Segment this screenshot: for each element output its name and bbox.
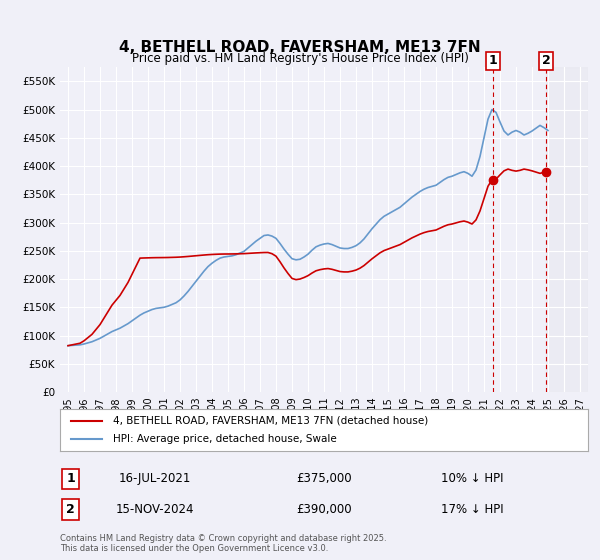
Text: 2: 2: [66, 503, 75, 516]
Text: 1: 1: [488, 54, 497, 67]
Text: Contains HM Land Registry data © Crown copyright and database right 2025.
This d: Contains HM Land Registry data © Crown c…: [60, 534, 386, 553]
Text: 16-JUL-2021: 16-JUL-2021: [119, 472, 191, 486]
Text: 2: 2: [542, 54, 550, 67]
Text: £375,000: £375,000: [296, 472, 352, 486]
Text: 17% ↓ HPI: 17% ↓ HPI: [440, 503, 503, 516]
Text: 10% ↓ HPI: 10% ↓ HPI: [440, 472, 503, 486]
Text: 15-NOV-2024: 15-NOV-2024: [116, 503, 194, 516]
Text: 4, BETHELL ROAD, FAVERSHAM, ME13 7FN (detached house): 4, BETHELL ROAD, FAVERSHAM, ME13 7FN (de…: [113, 416, 428, 426]
Text: 4, BETHELL ROAD, FAVERSHAM, ME13 7FN: 4, BETHELL ROAD, FAVERSHAM, ME13 7FN: [119, 40, 481, 55]
Bar: [546, 67, 588, 392]
Text: 1: 1: [66, 472, 75, 486]
Text: £390,000: £390,000: [296, 503, 352, 516]
Text: HPI: Average price, detached house, Swale: HPI: Average price, detached house, Swal…: [113, 434, 337, 444]
Text: Price paid vs. HM Land Registry's House Price Index (HPI): Price paid vs. HM Land Registry's House …: [131, 52, 469, 66]
